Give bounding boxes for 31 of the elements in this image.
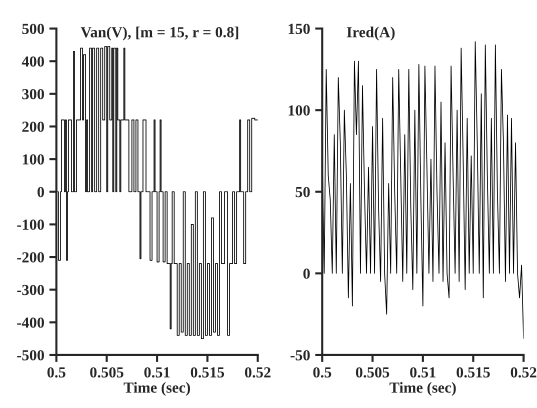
x-tick-label: 0.515 xyxy=(456,367,490,378)
y-tick-label: 300 xyxy=(22,88,44,100)
chart-title: Ired(A) xyxy=(346,26,395,40)
x-tick-label: 0.51 xyxy=(144,367,170,378)
x-tick-label: 0.5 xyxy=(313,367,332,378)
y-tick-label: -400 xyxy=(17,317,44,328)
y-tick-label: -200 xyxy=(17,252,44,262)
y-tick-label: 500 xyxy=(22,24,44,34)
line-series xyxy=(322,41,524,340)
y-tick-label: 50 xyxy=(296,186,310,198)
y-tick-label: -300 xyxy=(17,284,44,296)
chart-title: Van(V), [m = 15, r = 0.8] xyxy=(80,26,238,40)
x-tick-label: 0.515 xyxy=(190,367,224,378)
y-tick-label: 100 xyxy=(22,154,44,165)
x-axis-title: Time (sec) xyxy=(390,382,456,396)
x-tick-label: 0.51 xyxy=(410,367,436,378)
y-tick-label: 200 xyxy=(22,122,44,132)
y-tick-label: 0 xyxy=(38,186,44,198)
y-tick-label: 400 xyxy=(22,56,44,67)
x-tick-label: 0.52 xyxy=(244,367,270,378)
y-tick-label: 0 xyxy=(303,268,310,279)
x-tick-label: 0.505 xyxy=(356,367,390,378)
y-tick-label: -500 xyxy=(17,350,44,360)
x-tick-label: 0.5 xyxy=(47,367,66,378)
y-tick-label: -50 xyxy=(290,350,310,360)
x-axis-title: Time (sec) xyxy=(124,382,190,396)
x-tick-label: 0.505 xyxy=(90,367,124,378)
y-tick-label: 150 xyxy=(288,24,310,34)
y-tick-label: 100 xyxy=(288,105,310,116)
y-tick-label: -100 xyxy=(17,220,44,230)
x-tick-label: 0.52 xyxy=(510,367,536,378)
